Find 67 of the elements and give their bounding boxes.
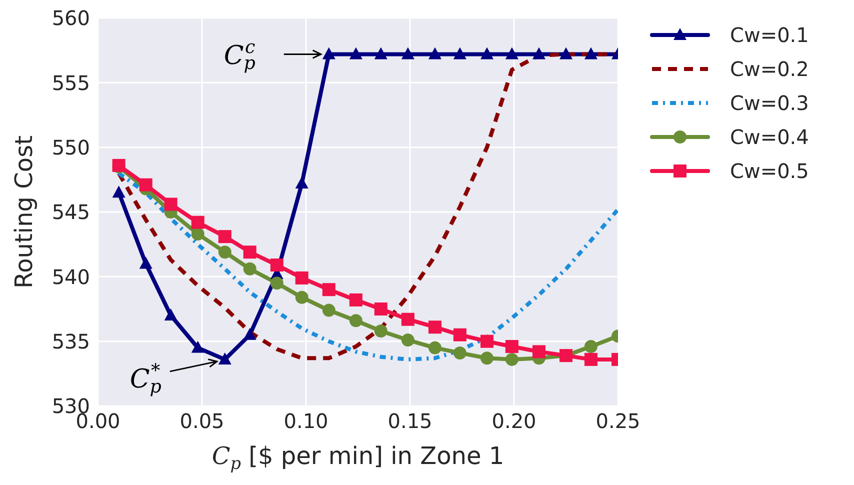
point [349, 314, 362, 328]
point [584, 340, 598, 354]
point [218, 230, 232, 244]
x-tick-label: 0.20 [492, 409, 536, 434]
y-tick-label: 535 [52, 329, 90, 354]
point [270, 258, 284, 272]
point [428, 47, 442, 60]
point [480, 352, 494, 365]
point [139, 178, 152, 192]
x-tick-label: 0.15 [388, 409, 432, 434]
point [453, 47, 466, 60]
point [532, 345, 546, 358]
point [295, 290, 308, 304]
point [428, 320, 442, 334]
point [480, 334, 494, 348]
legend-label: Cw=0.3 [730, 91, 809, 115]
y-tick-label: 560 [52, 6, 90, 30]
point [480, 47, 494, 60]
legend-label: Cw=0.1 [730, 23, 809, 47]
point [191, 340, 204, 353]
point [349, 47, 362, 60]
point [505, 47, 518, 60]
point [295, 176, 308, 189]
legend-label: Cw=0.5 [730, 159, 809, 183]
point [322, 304, 336, 317]
point [560, 47, 572, 60]
point [428, 341, 442, 354]
point [164, 308, 178, 320]
legend-label: Cw=0.4 [730, 125, 809, 149]
point [584, 352, 598, 366]
point [349, 293, 362, 306]
point [453, 346, 466, 360]
point [243, 328, 256, 340]
point [243, 246, 256, 259]
point [532, 47, 546, 60]
y-tick-label: 555 [52, 70, 90, 95]
legend-label: Cw=0.2 [730, 57, 809, 81]
point [112, 186, 126, 198]
point [164, 198, 178, 211]
point [453, 328, 466, 342]
x-tick-label: 0.10 [284, 409, 328, 434]
point [401, 47, 414, 60]
point [401, 334, 414, 347]
point [243, 262, 256, 276]
point [374, 324, 388, 338]
x-axis-title: C$_{p}$ [$ per min] in Zone 1 [212, 442, 504, 474]
y-axis-title: Routing Cost [10, 136, 38, 288]
point [191, 227, 204, 240]
point [218, 246, 232, 259]
point [374, 302, 388, 316]
x-tick-label: 0.25 [596, 409, 640, 434]
y-tick-label: 545 [52, 200, 90, 224]
point [374, 47, 388, 60]
point [322, 47, 336, 60]
point [401, 312, 414, 326]
y-tick-label: 540 [52, 264, 90, 289]
point [584, 47, 598, 60]
point [505, 352, 518, 366]
point [218, 352, 232, 364]
point [191, 216, 204, 229]
point [270, 276, 284, 290]
point [505, 340, 518, 354]
point [139, 256, 152, 269]
point [322, 283, 336, 296]
point [295, 271, 308, 284]
x-tick-label: 0.05 [180, 409, 224, 434]
y-tick-label: 550 [52, 135, 90, 160]
